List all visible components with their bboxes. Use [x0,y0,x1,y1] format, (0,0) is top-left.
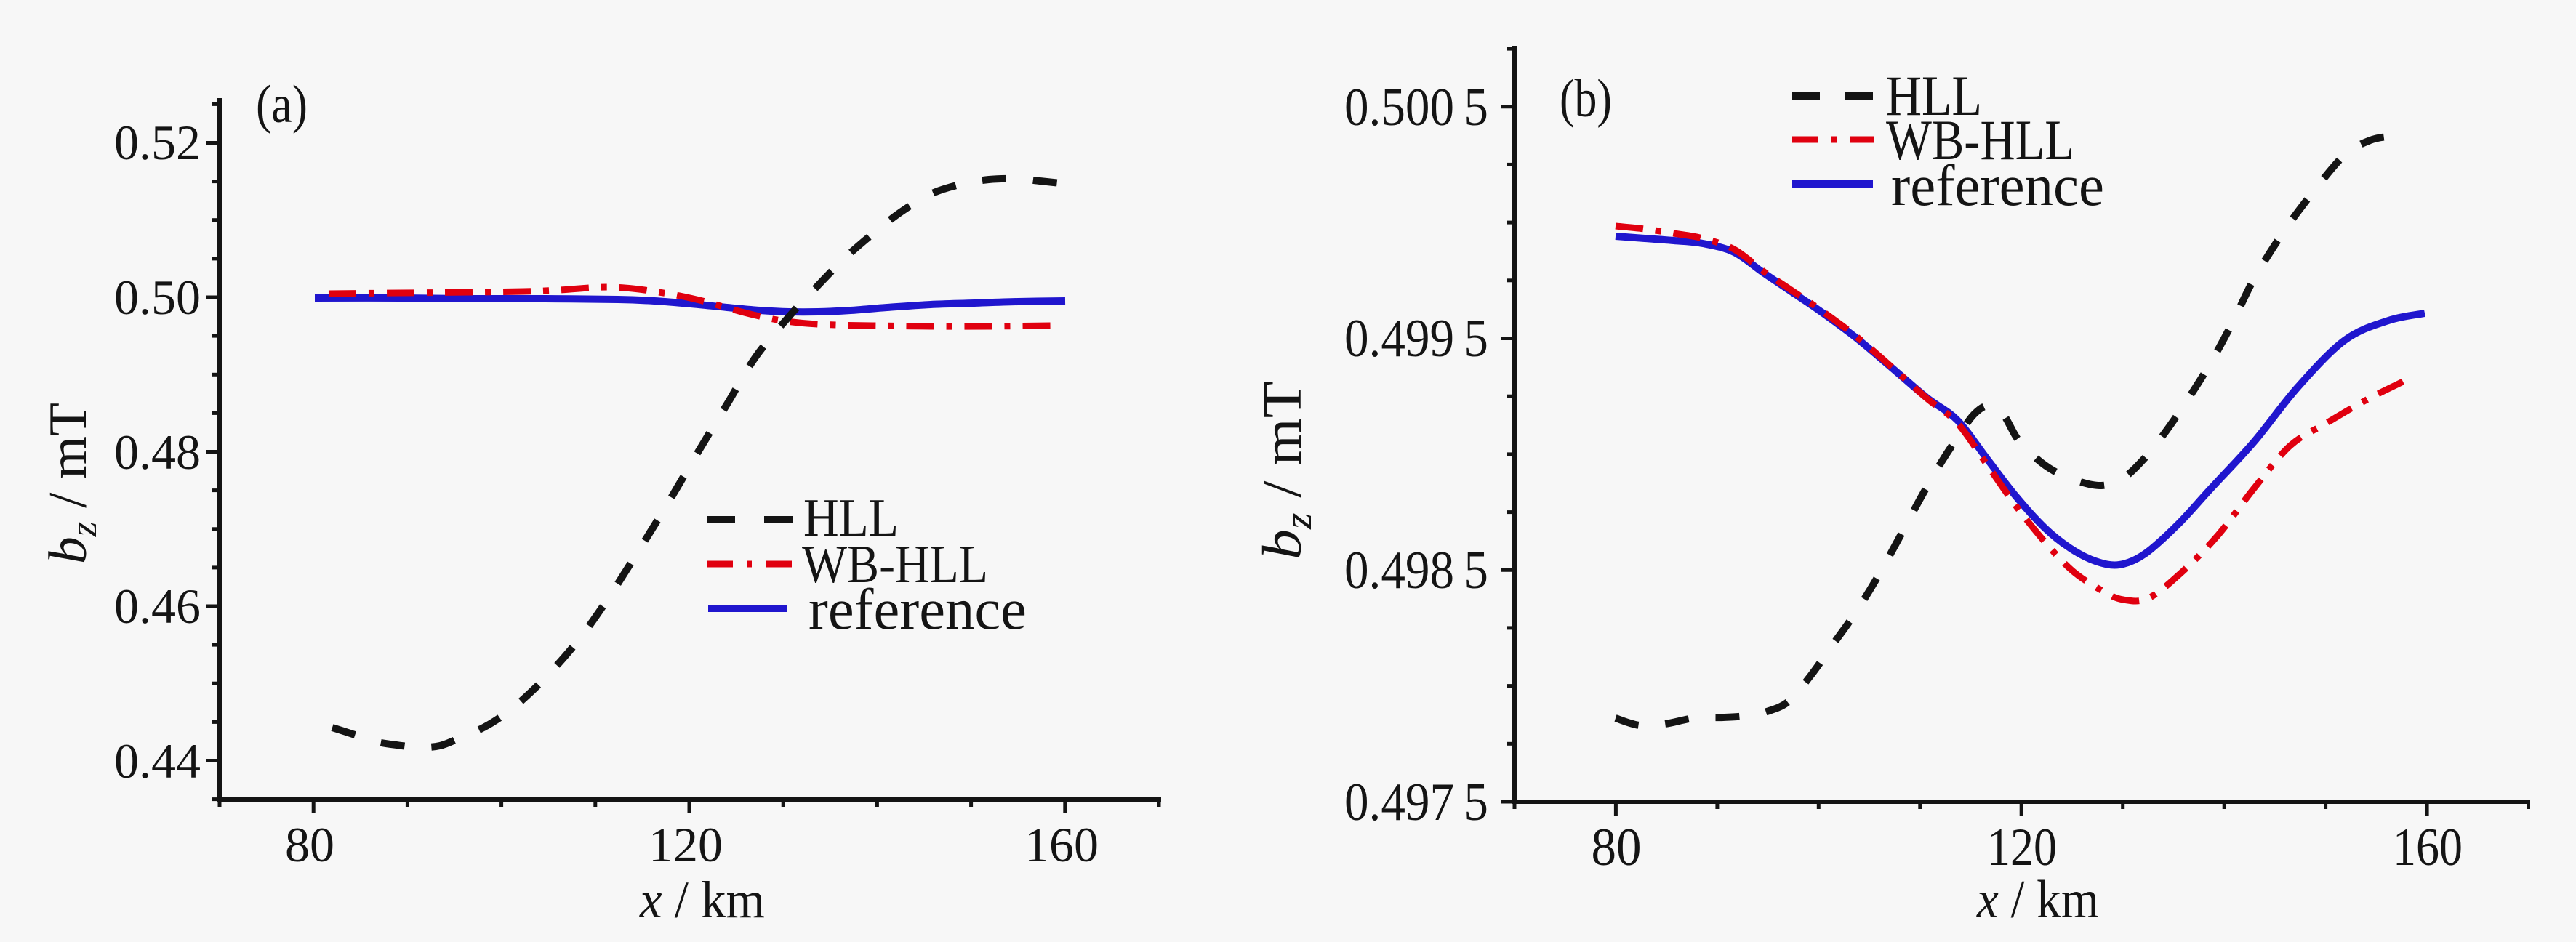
svg-text:160: 160 [1024,817,1099,872]
svg-text:80: 80 [1592,818,1642,877]
svg-text:120: 120 [649,817,723,872]
svg-text:bz / mT: bz / mT [1252,381,1320,560]
svg-text:x / km: x / km [639,871,765,929]
svg-text:reference: reference [808,578,1027,642]
svg-text:0.46: 0.46 [114,579,201,634]
svg-text:(a): (a) [256,75,308,134]
svg-text:0.498 5: 0.498 5 [1344,541,1488,600]
svg-text:WB-HLL: WB-HLL [802,535,988,595]
svg-text:WB-HLL: WB-HLL [1886,108,2074,172]
svg-text:0.50: 0.50 [114,270,201,325]
svg-text:0.499 5: 0.499 5 [1344,309,1488,369]
svg-text:0.48: 0.48 [114,424,201,480]
svg-text:(b): (b) [1560,69,1612,129]
svg-text:0.497 5: 0.497 5 [1344,773,1488,832]
svg-text:0.500 5: 0.500 5 [1344,78,1488,137]
svg-text:HLL: HLL [803,488,899,548]
svg-text:0.44: 0.44 [114,733,201,789]
svg-text:reference: reference [1891,154,2104,218]
svg-text:0.52: 0.52 [114,115,201,170]
svg-text:HLL: HLL [1886,64,1982,127]
svg-text:80: 80 [285,817,334,872]
svg-text:120: 120 [1987,818,2057,877]
svg-text:bz / mT: bz / mT [39,403,105,564]
svg-text:160: 160 [2393,818,2463,877]
svg-text:x / km: x / km [1976,870,2099,930]
